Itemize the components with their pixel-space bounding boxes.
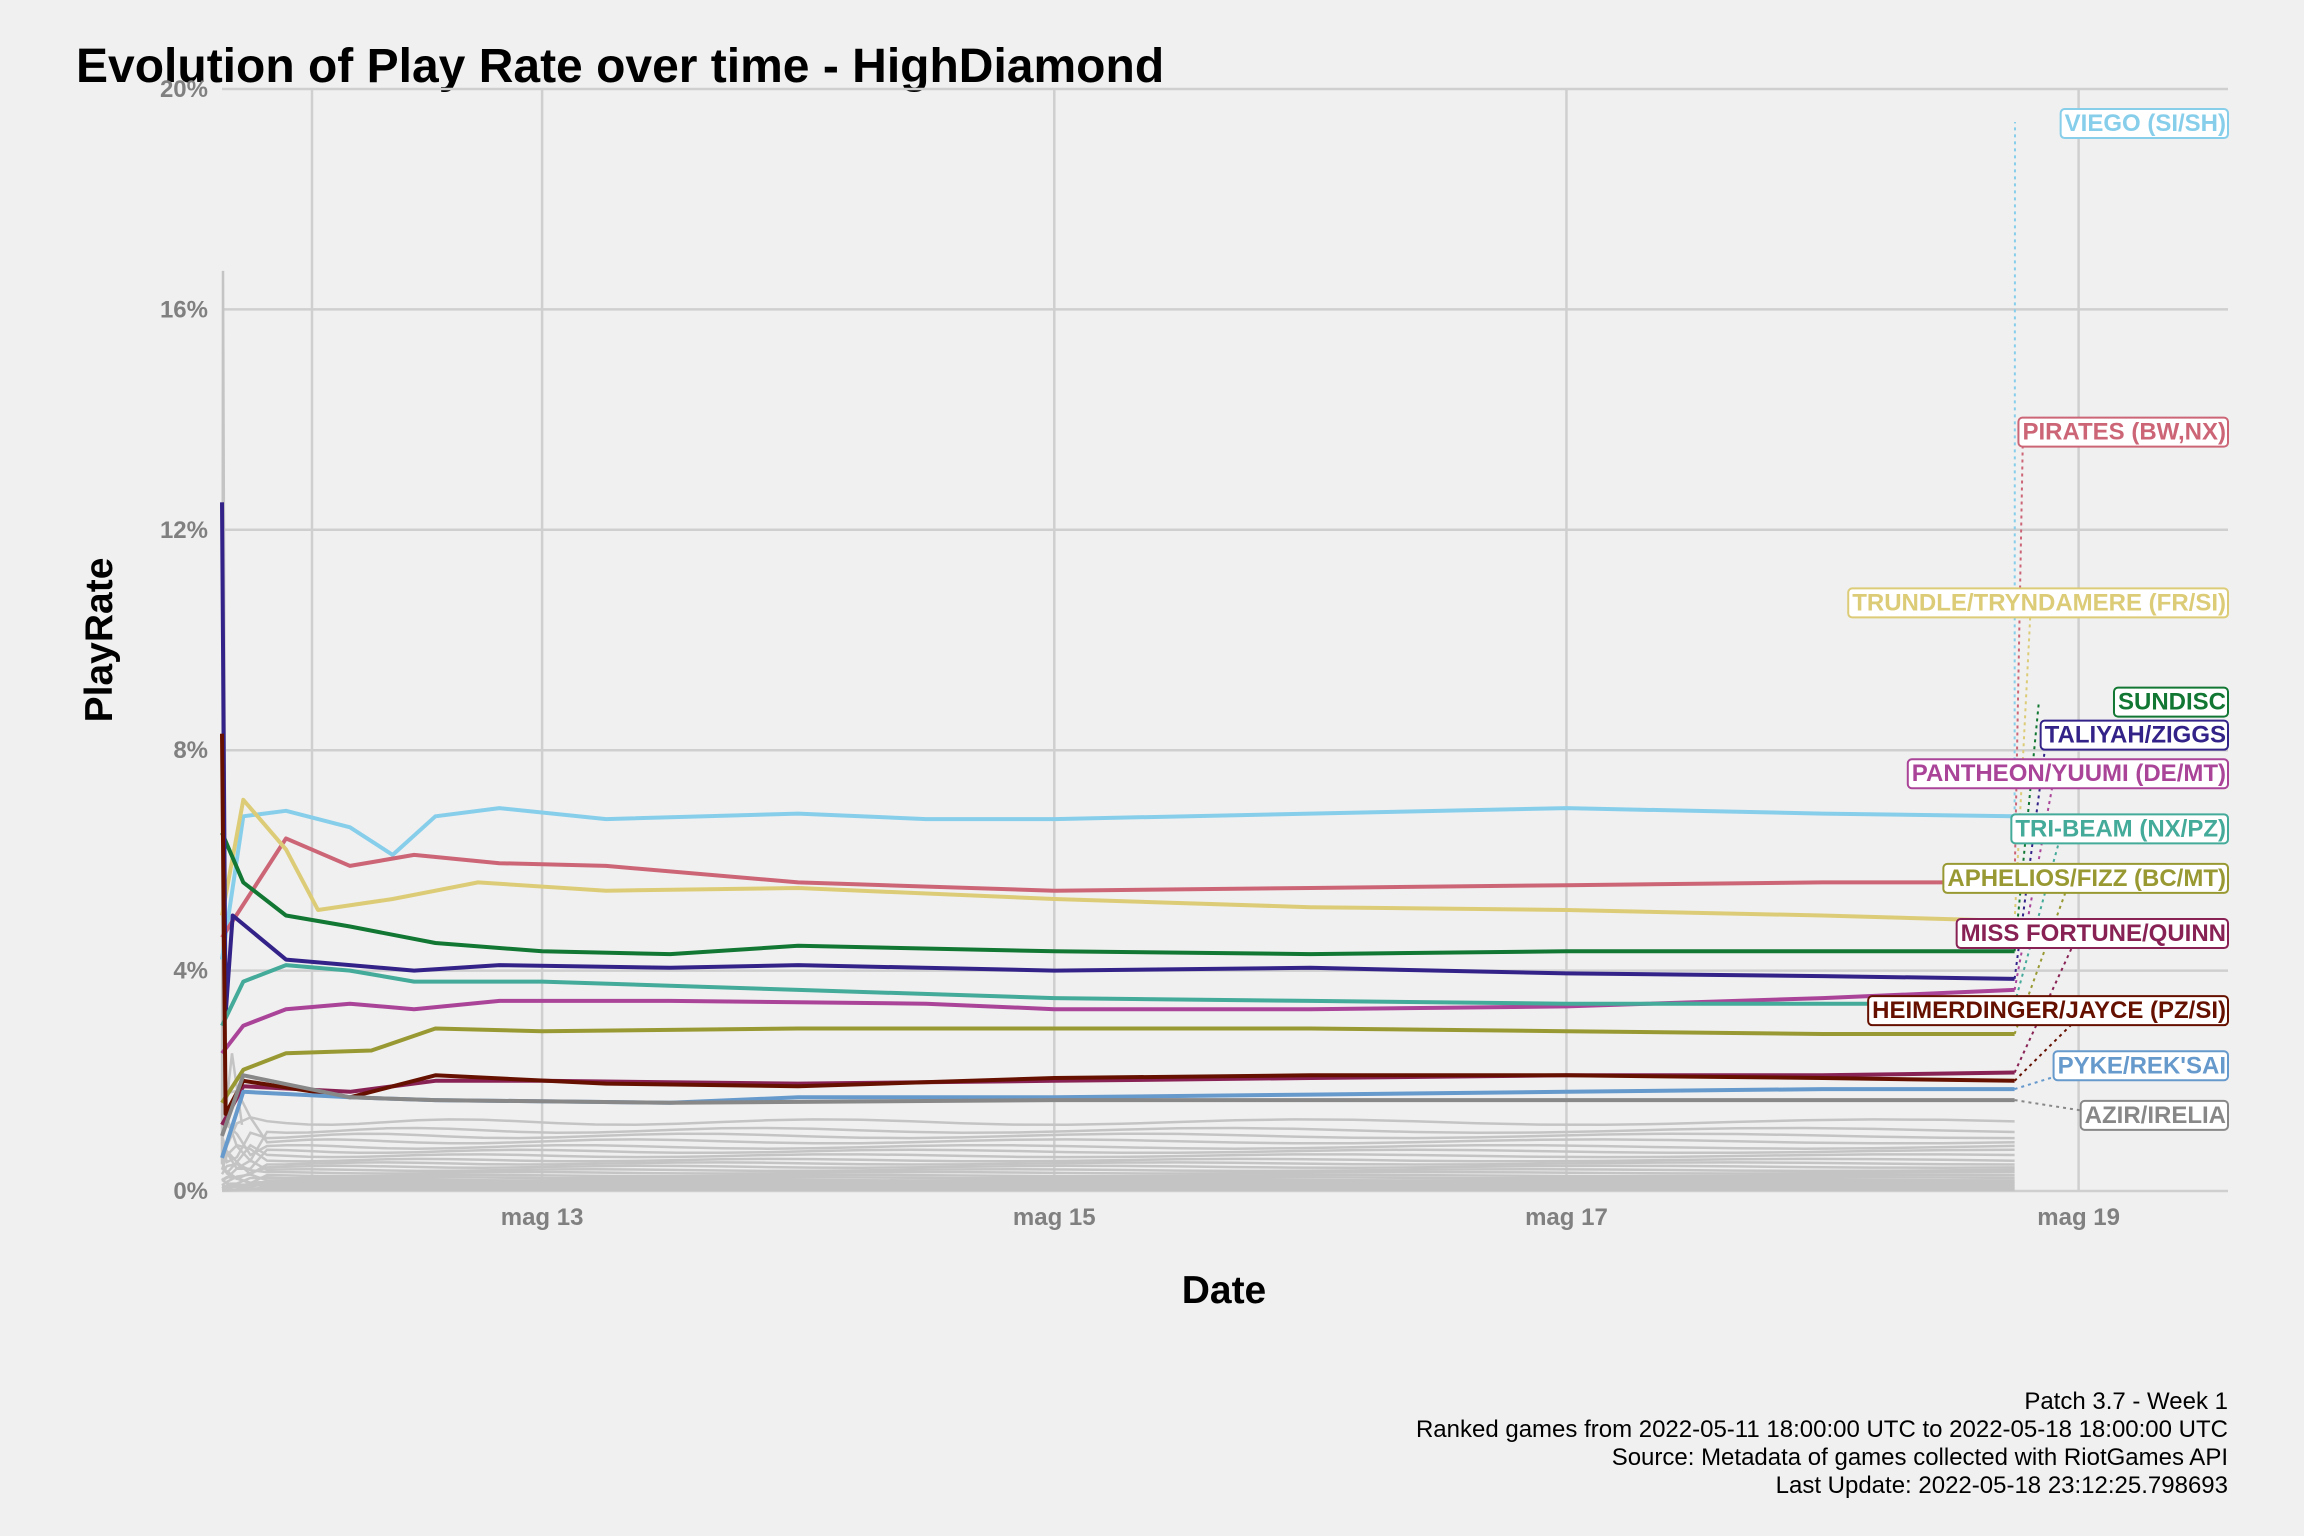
- label-connector-6: [2013, 827, 2064, 1004]
- series-label-9: HEIMERDINGER/JAYCE (PZ/SI): [1867, 995, 2229, 1027]
- background-series-line: [220, 1089, 2015, 1127]
- series-label-text: SUNDISC: [2118, 689, 2226, 716]
- background-series-line: [221, 1149, 2015, 1176]
- x-tick-label: mag 17: [1525, 1204, 1608, 1231]
- series-label-box: [1847, 587, 2229, 619]
- background-series-line: [220, 1122, 2015, 1157]
- series-label-text: APHELIOS/FIZZ (BC/MT): [1947, 865, 2226, 892]
- series-label-box: [2079, 1099, 2229, 1131]
- series-label-8: MISS FORTUNE/QUINN: [1955, 918, 2229, 950]
- background-series-line: [221, 1173, 2015, 1187]
- background-series-line: [220, 1162, 2015, 1175]
- caption-line-patch: Patch 3.7 - Week 1: [2024, 1388, 2228, 1415]
- background-series-line: [221, 1143, 2015, 1175]
- background-series-line: [221, 1159, 2015, 1182]
- caption-line-source: Source: Metadata of games collected with…: [1612, 1444, 2228, 1471]
- series-label-3: SUNDISC: [2112, 686, 2229, 718]
- series-label-box: [1955, 918, 2229, 950]
- series-label-text: PIRATES (BW,NX): [2022, 419, 2226, 446]
- series-label-6: TRI-BEAM (NX/PZ): [2010, 813, 2229, 845]
- series-line-3: [220, 832, 2015, 957]
- background-series: [220, 270, 2015, 1192]
- background-series-line: [220, 1131, 2015, 1164]
- series-label-box: [2039, 719, 2229, 751]
- series-label-box: [2010, 813, 2229, 845]
- x-axis-ticks: mag 13 mag 15 mag 17 mag 19: [501, 1204, 2120, 1231]
- label-connector-5: [2013, 772, 2056, 991]
- background-series-line: [221, 1166, 2015, 1185]
- caption-line-range: Ranked games from 2022-05-11 18:00:00 UT…: [1416, 1416, 2228, 1443]
- background-series-line: [220, 1099, 2015, 1163]
- background-series-line: [220, 1115, 2015, 1165]
- background-series-line: [220, 1143, 2015, 1171]
- label-connector-1: [2013, 430, 2024, 883]
- series-label-box: [2112, 686, 2229, 718]
- series-label-box: [2059, 108, 2229, 140]
- series-label-text: TRI-BEAM (NX/PZ): [2015, 815, 2226, 842]
- y-tick-label: 20%: [160, 76, 208, 103]
- x-axis-title: Date: [1182, 1269, 1267, 1312]
- label-connector-2: [2013, 601, 2032, 922]
- series-label-0: VIEGO (SI/SH): [2059, 108, 2229, 140]
- series-line-4: [220, 502, 2015, 1017]
- background-series-line: [221, 1178, 2015, 1189]
- y-tick-label: 4%: [173, 958, 208, 985]
- background-series-line: [222, 1188, 2015, 1192]
- caption: Patch 3.7 - Week 1 Ranked games from 202…: [1416, 1388, 2228, 1499]
- series-line-9: [220, 733, 2015, 1116]
- series-label-text: PANTHEON/YUUMI (DE/MT): [1912, 760, 2226, 787]
- series-label-5: PANTHEON/YUUMI (DE/MT): [1906, 758, 2229, 790]
- series-line-11: [220, 1073, 2015, 1137]
- series-label-text: VIEGO (SI/SH): [2065, 110, 2226, 137]
- background-series-line: [221, 1175, 2015, 1184]
- y-axis-ticks: 0% 4% 8% 12% 16% 20%: [160, 76, 208, 1205]
- series-label-11: AZIR/IRELIA: [2079, 1099, 2229, 1131]
- chart-title: Evolution of Play Rate over time - HighD…: [76, 40, 1164, 93]
- series-label-box: [2052, 1050, 2229, 1082]
- y-tick-label: 16%: [160, 296, 208, 323]
- y-axis-title: PlayRate: [78, 558, 121, 723]
- series-label-text: AZIR/IRELIA: [2085, 1102, 2226, 1129]
- series-label-2: TRUNDLE/TRYNDAMERE (FR/SI): [1847, 587, 2229, 619]
- series-lines: [220, 502, 2015, 1159]
- y-tick-label: 12%: [160, 517, 208, 544]
- series-labels: VIEGO (SI/SH) PIRATES (BW,NX) TRUNDLE/TRYN…: [1847, 108, 2229, 1131]
- x-tick-label: mag 15: [1013, 1204, 1096, 1231]
- x-tick-label: mag 13: [501, 1204, 584, 1231]
- series-label-4: TALIYAH/ZIGGS: [2039, 719, 2229, 751]
- label-connector-11: [2014, 1099, 2104, 1115]
- series-label-text: MISS FORTUNE/QUINN: [1961, 920, 2226, 947]
- background-series-line: [220, 1161, 2015, 1181]
- series-line-1: [220, 836, 2015, 939]
- background-series-line: [221, 1182, 2015, 1190]
- series-label-7: APHELIOS/FIZZ (BC/MT): [1942, 862, 2229, 894]
- series-label-text: TALIYAH/ZIGGS: [2045, 722, 2226, 749]
- series-label-box: [2017, 416, 2229, 448]
- y-tick-label: 0%: [173, 1178, 208, 1205]
- caption-line-update: Last Update: 2022-05-18 23:12:25.798693: [1776, 1472, 2228, 1499]
- x-tick-label: mag 19: [2037, 1204, 2120, 1231]
- series-label-1: PIRATES (BW,NX): [2017, 416, 2229, 448]
- series-label-10: PYKE/REK'SAI: [2052, 1050, 2229, 1082]
- series-label-text: PYKE/REK'SAI: [2058, 1052, 2226, 1079]
- series-label-box: [1906, 758, 2229, 790]
- series-label-box: [1942, 862, 2229, 894]
- series-line-2: [220, 797, 2015, 923]
- y-tick-label: 8%: [173, 737, 208, 764]
- series-line-7: [220, 1026, 2015, 1104]
- background-series-line: [221, 1176, 2015, 1185]
- series-line-5: [220, 987, 2015, 1055]
- background-series-line: [220, 1135, 2015, 1171]
- series-line-10: [220, 1087, 2015, 1159]
- series-line-6: [220, 963, 2015, 1027]
- series-line-0: [220, 806, 2015, 960]
- series-label-text: TRUNDLE/TRYNDAMERE (FR/SI): [1852, 589, 2226, 616]
- series-label-box: [1867, 995, 2229, 1027]
- series-label-text: HEIMERDINGER/JAYCE (PZ/SI): [1872, 997, 2226, 1024]
